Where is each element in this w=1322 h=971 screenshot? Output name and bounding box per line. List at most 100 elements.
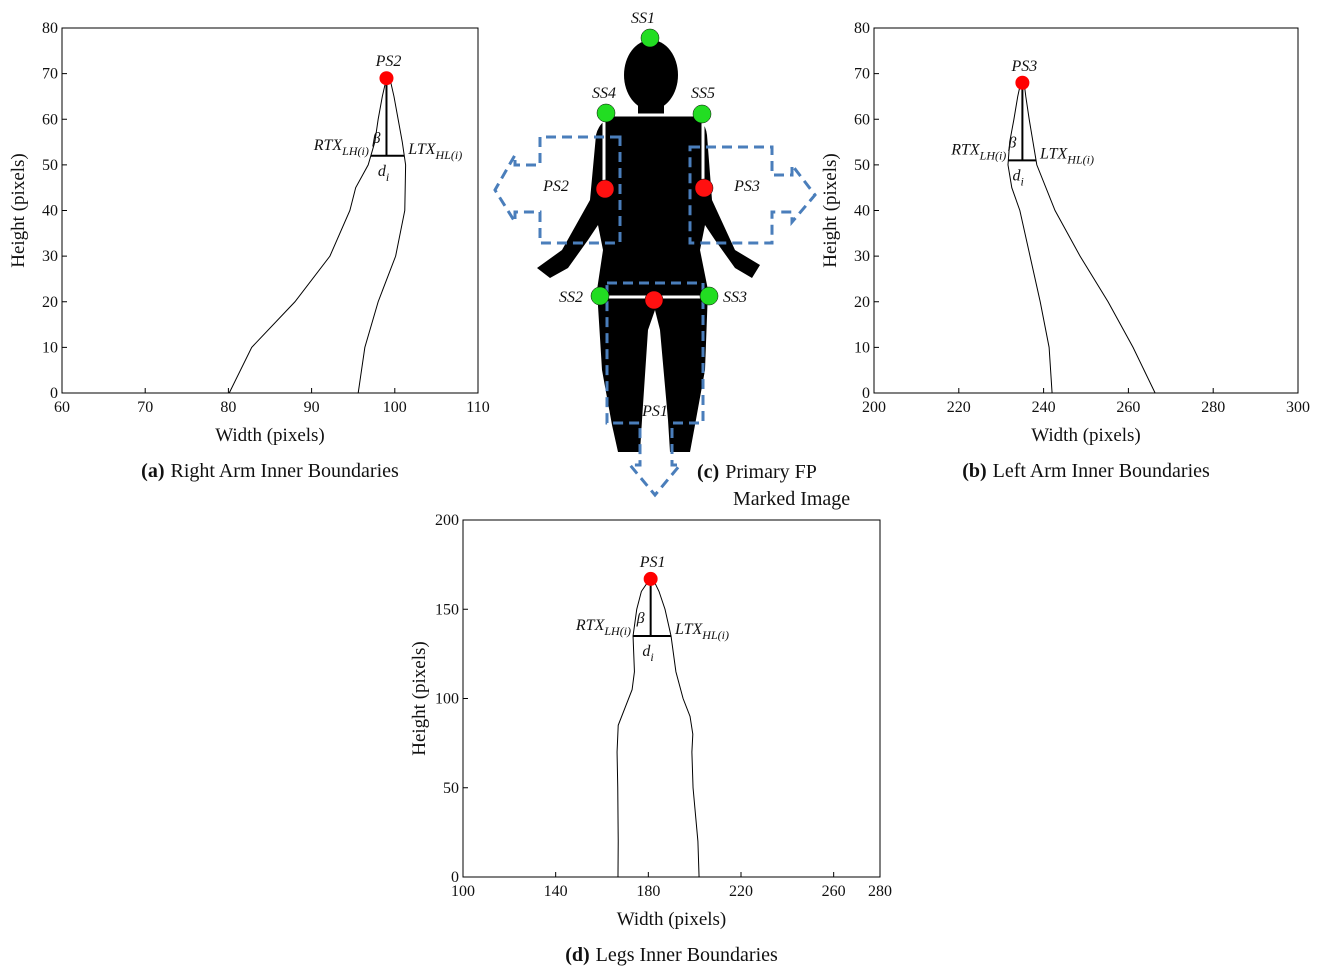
boundary-line: [228, 78, 387, 394]
left-label-main: RTX: [950, 141, 981, 158]
red-point: [644, 290, 664, 310]
x-tick-label: 280: [1201, 399, 1225, 416]
point-label: PS1: [641, 403, 668, 420]
y-tick-label: 100: [435, 691, 459, 708]
y-tick-label: 30: [42, 248, 58, 265]
y-tick-label: 40: [42, 203, 58, 220]
y-tick-label: 40: [854, 203, 870, 220]
panel-letter: (b): [962, 460, 986, 482]
width-label: di: [642, 643, 653, 664]
y-tick-label: 10: [854, 339, 870, 356]
x-tick-label: 200: [862, 399, 886, 416]
x-tick-label: 140: [544, 883, 568, 900]
right-label-sub: HL(i): [435, 148, 463, 162]
angle-label: β: [371, 130, 380, 147]
point-label: SS4: [592, 85, 616, 102]
plot-frame: [61, 27, 479, 394]
left-label-main: RTX: [575, 617, 606, 634]
arrow-box: [605, 281, 705, 498]
x-axis-label: Width (pixels): [1031, 425, 1141, 446]
y-axis-label: Height (pixels): [409, 641, 430, 756]
y-tick-label: 50: [42, 157, 58, 174]
marker: [643, 571, 658, 586]
right-label-sub: HL(i): [701, 628, 729, 642]
right-label-sub: HL(i): [1066, 152, 1094, 166]
width-label-main: d: [642, 643, 651, 660]
point-label: SS1: [631, 10, 655, 27]
boundary-line: [1007, 82, 1053, 394]
y-tick-label: 20: [854, 294, 870, 311]
caption-text: Primary FP: [725, 461, 817, 483]
width-label: di: [1013, 167, 1024, 188]
x-tick-label: 90: [304, 399, 320, 416]
point-label: PS3: [733, 178, 760, 195]
x-tick-label: 220: [947, 399, 971, 416]
x-tick-label: 240: [1032, 399, 1056, 416]
width-label-sub: i: [650, 650, 653, 664]
x-tick-label: 180: [636, 883, 660, 900]
plot-frame: [462, 519, 881, 878]
y-tick-label: 0: [862, 385, 870, 402]
caption-text: Right Arm Inner Boundaries: [171, 460, 400, 482]
y-tick-label: 70: [42, 66, 58, 83]
arrow-box: [688, 145, 817, 245]
x-tick-label: 70: [137, 399, 153, 416]
head: [624, 40, 678, 110]
boundary-line: [357, 78, 407, 394]
panel-caption: (b) Left Arm Inner Boundaries: [962, 460, 1210, 482]
green-point: [590, 286, 610, 306]
y-tick-label: 50: [443, 780, 459, 797]
right-label: LTXHL(i): [1039, 145, 1094, 166]
boundary-line: [1023, 82, 1156, 394]
x-tick-label: 280: [868, 883, 892, 900]
marker: [1015, 75, 1030, 90]
x-axis-label: Width (pixels): [617, 909, 727, 930]
y-tick-label: 60: [854, 111, 870, 128]
y-tick-label: 30: [854, 248, 870, 265]
green-point: [699, 286, 719, 306]
right-label-main: LTX: [1039, 145, 1068, 162]
width-label-sub: i: [386, 170, 389, 184]
marker-label: PS1: [639, 554, 666, 571]
panel-caption: (c) Primary FP: [697, 461, 817, 483]
panel-caption: Marked Image: [733, 488, 850, 510]
y-tick-label: 60: [42, 111, 58, 128]
marker-label: PS2: [375, 53, 402, 70]
right-label: LTXHL(i): [674, 621, 729, 642]
boundary-line: [652, 578, 700, 878]
x-tick-label: 100: [383, 399, 407, 416]
caption-text: Left Arm Inner Boundaries: [993, 460, 1210, 482]
arrow-box: [493, 135, 622, 245]
right-label-main: LTX: [407, 141, 436, 158]
angle-label: β: [636, 610, 645, 627]
y-tick-label: 10: [42, 339, 58, 356]
y-tick-label: 0: [451, 869, 459, 886]
y-axis-label: Height (pixels): [820, 153, 841, 268]
angle-label: β: [1007, 134, 1016, 151]
width-label-sub: i: [1021, 174, 1024, 188]
panel-letter: (a): [141, 460, 164, 482]
y-tick-label: 70: [854, 66, 870, 83]
panel-letter: (d): [565, 944, 589, 966]
y-tick-label: 80: [42, 20, 58, 37]
y-tick-label: 200: [435, 512, 459, 529]
left-label: RTXLH(i): [313, 137, 369, 158]
point-label: PS2: [542, 178, 569, 195]
red-point: [694, 178, 714, 198]
green-point: [596, 103, 616, 123]
left-label-sub: LH(i): [341, 144, 369, 158]
point-label: SS5: [691, 85, 715, 102]
silhouette-panel: SS1 SS4 SS5 PS2 PS3 SS2 SS3 PS1 (c) Prima…: [493, 10, 850, 510]
point-labels: SS1 SS4 SS5 PS2 PS3 SS2 SS3 PS1: [542, 10, 760, 420]
y-tick-label: 80: [854, 20, 870, 37]
points: [590, 28, 719, 310]
y-tick-label: 20: [42, 294, 58, 311]
point-label: SS2: [559, 289, 583, 306]
y-tick-label: 0: [50, 385, 58, 402]
x-tick-label: 260: [1116, 399, 1140, 416]
right-label: LTXHL(i): [407, 141, 462, 162]
point-label: SS3: [723, 289, 747, 306]
y-axis-label: Height (pixels): [8, 153, 29, 268]
x-tick-label: 110: [466, 399, 489, 416]
red-point: [595, 179, 615, 199]
